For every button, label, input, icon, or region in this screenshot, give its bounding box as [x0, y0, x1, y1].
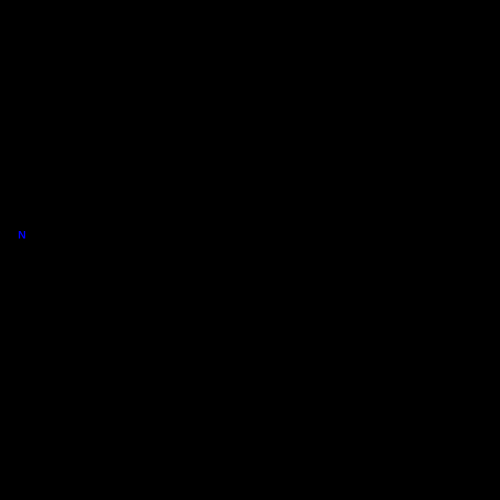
diagram-canvas: [0, 0, 500, 500]
atom-label-N1: N: [18, 231, 26, 242]
